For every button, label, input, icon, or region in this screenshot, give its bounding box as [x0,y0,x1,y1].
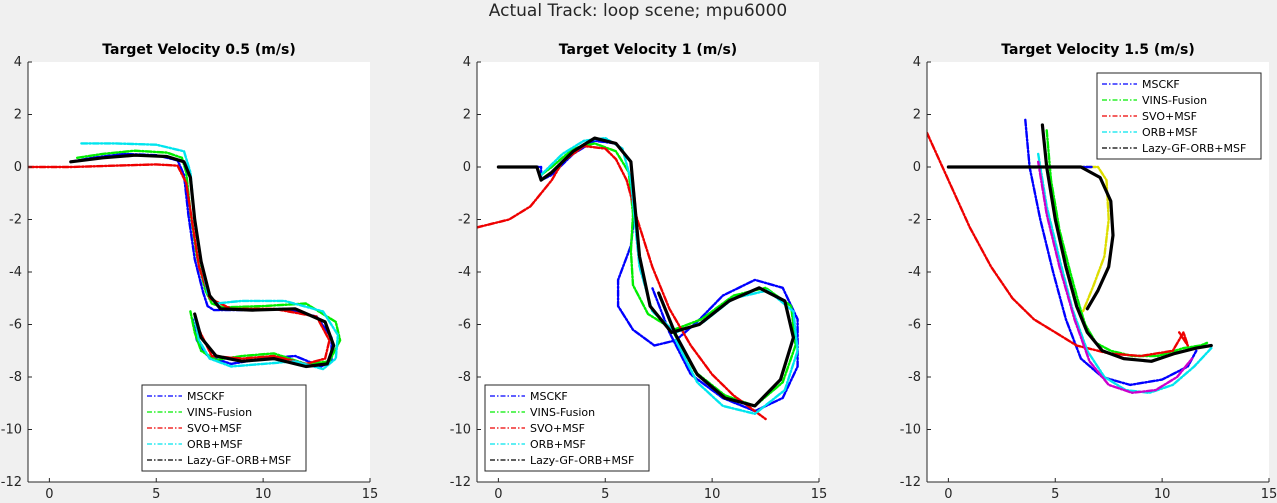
y-tick-label: -4 [458,265,471,280]
legend: MSCKF VINS-Fusion SVO+MSF ORB+MSF Lazy-GF-OR… [141,384,307,472]
legend: MSCKF VINS-Fusion SVO+MSF ORB+MSF Lazy-GF-OR… [484,384,650,472]
axes-2: 0 5 10 15 4 2 0 -2 -4 -6 -8 -10 -12 Target Velocity 1… [450,42,828,502]
x-tick-label: 15 [362,487,379,502]
series-line-lazy-gf-orb-msf [1040,123,1213,363]
y-tick-label: -8 [908,370,921,385]
y-tick-label: 2 [913,108,921,123]
series-line-msckf [1024,118,1198,387]
series-line-unlabeled-5 [1037,160,1194,394]
y-tick-label: -4 [9,265,22,280]
legend-entry: MSCKF [187,390,225,403]
legend-entry: ORB+MSF [187,438,243,451]
legend-entry: MSCKF [1142,78,1180,91]
axes-3: 0 5 10 15 4 2 0 -2 -4 -6 -8 -10 -12 Target Velocity 1… [900,42,1277,502]
figure-title: Actual Track: loop scene; mpu6000 [489,1,787,21]
legend-entry: SVO+MSF [187,422,242,435]
series-line-lazy-gf-orb-msf [496,136,795,408]
y-tick-label: -2 [908,213,921,228]
x-tick-label: 5 [1051,487,1059,502]
y-tick-label: -2 [458,213,471,228]
x-tick-label: 0 [944,487,952,502]
series-line-unlabeled-6 [1054,165,1110,313]
series-group [28,142,342,371]
y-tick-label: 4 [463,55,471,70]
subplot-title: Target Velocity 0.5 (m/s) [102,42,295,58]
y-tick-label: 2 [14,108,22,123]
x-tick-label: 0 [494,487,502,502]
subplot-title: Target Velocity 1.5 (m/s) [1001,42,1194,58]
legend-entry: ORB+MSF [530,438,586,451]
legend: MSCKF VINS-Fusion SVO+MSF ORB+MSF Lazy-GF-OR… [1096,72,1262,160]
y-tick-label: 4 [14,55,22,70]
legend-entry: VINS-Fusion [1142,94,1207,107]
y-tick-label: -10 [1,423,22,438]
y-tick-label: 4 [913,55,921,70]
legend-entry: SVO+MSF [530,422,585,435]
series-line-svo-msf [477,144,767,421]
series-line-orb-msf [80,142,340,371]
y-tick-label: -10 [450,423,471,438]
y-tick-label: -12 [450,475,471,490]
legend-entry: MSCKF [530,390,568,403]
series-line-orb-msf [1037,152,1213,394]
legend-entry: VINS-Fusion [187,406,252,419]
x-tick-label: 10 [1154,487,1171,502]
legend-entry: SVO+MSF [1142,110,1197,123]
x-tick-label: 15 [1261,487,1277,502]
x-tick-label: 5 [601,487,609,502]
y-tick-label: -6 [9,318,22,333]
legend-entry: Lazy-GF-ORB+MSF [187,454,291,467]
y-tick-label: 2 [463,108,471,123]
y-tick-label: -8 [9,370,22,385]
series-line-unlabeled-8 [946,165,1115,311]
x-tick-label: 10 [704,487,721,502]
x-tick-label: 10 [255,487,272,502]
x-tick-label: 0 [45,487,53,502]
y-tick-label: -12 [1,475,22,490]
y-tick-label: 0 [913,160,921,175]
series-group [477,136,799,421]
y-tick-label: -10 [900,423,921,438]
series-line-msckf [497,139,799,413]
y-tick-label: -6 [908,318,921,333]
legend-entry: ORB+MSF [1142,126,1198,139]
y-tick-label: -8 [458,370,471,385]
y-tick-label: -4 [908,265,921,280]
axes-layer: 0 5 10 15 4 2 0 -2 -4 -6 -8 -10 -12 Target Velocity 0… [1,42,1277,502]
y-tick-label: 0 [463,160,471,175]
legend-entry: Lazy-GF-ORB+MSF [530,454,634,467]
y-tick-label: 0 [14,160,22,175]
series-group [927,118,1213,394]
axes-1: 0 5 10 15 4 2 0 -2 -4 -6 -8 -10 -12 Target Velocity 0… [1,42,379,502]
legend-entry: VINS-Fusion [530,406,595,419]
series-line-lazy-gf-orb-msf [69,153,336,369]
y-tick-label: -12 [900,475,921,490]
subplot-title: Target Velocity 1 (m/s) [559,42,737,58]
series-line-svo-msf [927,131,1189,358]
x-tick-label: 5 [152,487,160,502]
y-tick-label: -2 [9,213,22,228]
y-tick-label: -6 [458,318,471,333]
x-tick-label: 15 [811,487,828,502]
legend-entry: Lazy-GF-ORB+MSF [1142,142,1246,155]
